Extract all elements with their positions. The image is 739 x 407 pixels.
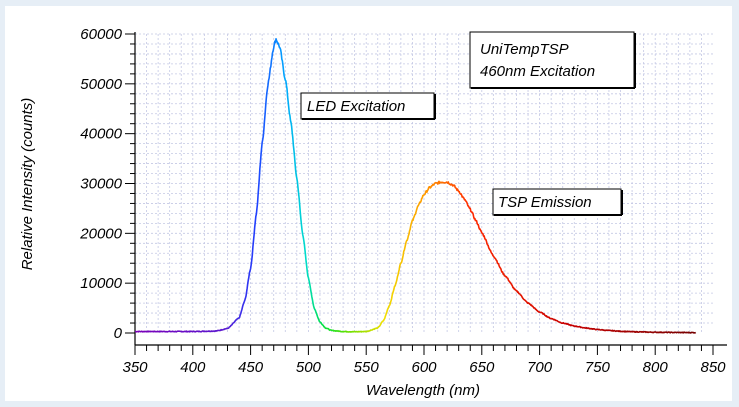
x-tick-label: 550	[354, 359, 380, 376]
tick-labels: 350 400 450 500 550 600 650 700 750 800 850 0 10000 2…	[79, 26, 726, 376]
x-tick-label: 800	[643, 359, 669, 376]
x-tick-label: 450	[238, 359, 264, 376]
y-axis-title: Relative Intensity (counts)	[19, 98, 36, 271]
y-tick-label: 50000	[80, 76, 122, 93]
y-tick-label: 20000	[79, 225, 122, 242]
y-tick-label: 0	[114, 325, 123, 342]
annotation-tsp: TSP Emission	[492, 188, 623, 216]
y-tick-label: 60000	[80, 26, 122, 43]
x-tick-label: 600	[411, 359, 437, 376]
chart-frame: 350 400 450 500 550 600 650 700 750 800 850 0 10000 2…	[5, 6, 732, 401]
x-tick-label: 350	[122, 359, 148, 376]
y-tick-label: 40000	[80, 126, 122, 143]
grid-lines	[135, 33, 713, 333]
x-tick-label: 500	[296, 359, 322, 376]
y-tick-label: 10000	[80, 275, 122, 292]
x-tick-label: 750	[585, 359, 611, 376]
annotation-tsp-text: TSP Emission	[498, 194, 592, 211]
annotation-header-line2: 460nm Excitation	[480, 63, 595, 80]
x-tick-label: 650	[469, 359, 495, 376]
x-tick-label: 850	[700, 359, 726, 376]
annotation-header: UniTempTSP 460nm Excitation	[469, 31, 636, 89]
axes	[134, 32, 727, 346]
spectrum-chart: 350 400 450 500 550 600 650 700 750 800 850 0 10000 2…	[19, 26, 727, 399]
series-line	[134, 38, 697, 334]
x-axis-title: Wavelength (nm)	[366, 382, 480, 399]
x-tick-label: 400	[180, 359, 206, 376]
annotation-led: LED Excitation	[300, 92, 436, 120]
tick-marks	[125, 33, 714, 355]
annotation-header-line1: UniTempTSP	[480, 41, 569, 58]
y-tick-label: 30000	[80, 176, 122, 193]
annotation-led-text: LED Excitation	[307, 98, 405, 115]
x-tick-label: 700	[527, 359, 553, 376]
